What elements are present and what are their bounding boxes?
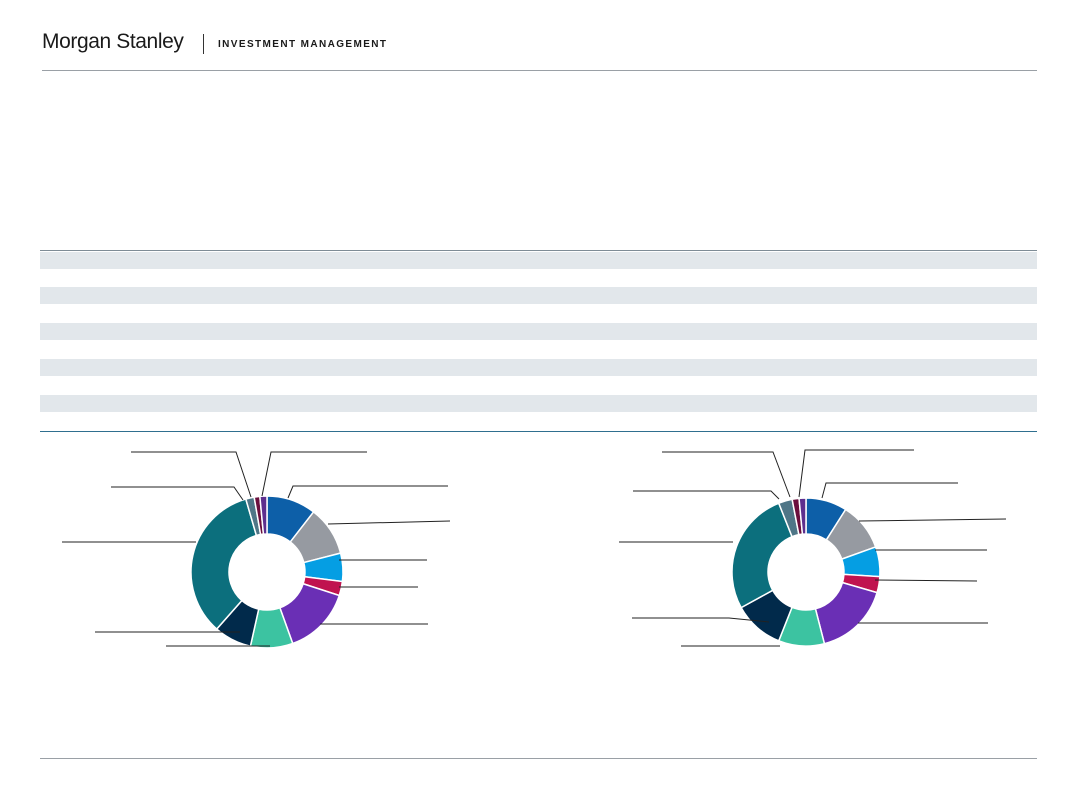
table-row — [40, 359, 1037, 376]
header-divider — [42, 70, 1037, 71]
brand-logo: Morgan Stanley — [42, 30, 184, 53]
table-row — [40, 252, 1037, 269]
leader-line — [798, 449, 914, 498]
donut-chart-left — [62, 451, 451, 649]
donut-chart-right — [619, 449, 1007, 647]
leader-line — [662, 451, 791, 498]
brand-subtitle: INVESTMENT MANAGEMENT — [218, 39, 388, 50]
leader-line — [858, 518, 1007, 522]
table-top-rule — [40, 250, 1037, 251]
leader-line — [632, 617, 770, 623]
donut-slice — [259, 495, 268, 535]
leader-line — [261, 451, 367, 497]
donut-slice — [190, 498, 258, 631]
leader-line — [874, 579, 978, 582]
donut-slice — [731, 502, 793, 609]
donut-slice — [814, 581, 878, 645]
footer-divider — [40, 758, 1037, 759]
leader-line — [327, 520, 451, 525]
leader-line — [821, 482, 958, 499]
leader-line — [287, 485, 448, 499]
leader-line — [633, 490, 780, 500]
table-row — [40, 395, 1037, 412]
brand-divider — [203, 34, 204, 54]
donut-slice — [798, 497, 807, 535]
table-row — [40, 287, 1037, 304]
table-bottom-rule — [40, 431, 1037, 432]
page-header: Morgan Stanley INVESTMENT MANAGEMENT — [0, 0, 1080, 72]
data-table — [40, 250, 1037, 432]
leader-line — [111, 486, 244, 501]
table-row — [40, 323, 1037, 340]
leader-line — [131, 451, 252, 498]
